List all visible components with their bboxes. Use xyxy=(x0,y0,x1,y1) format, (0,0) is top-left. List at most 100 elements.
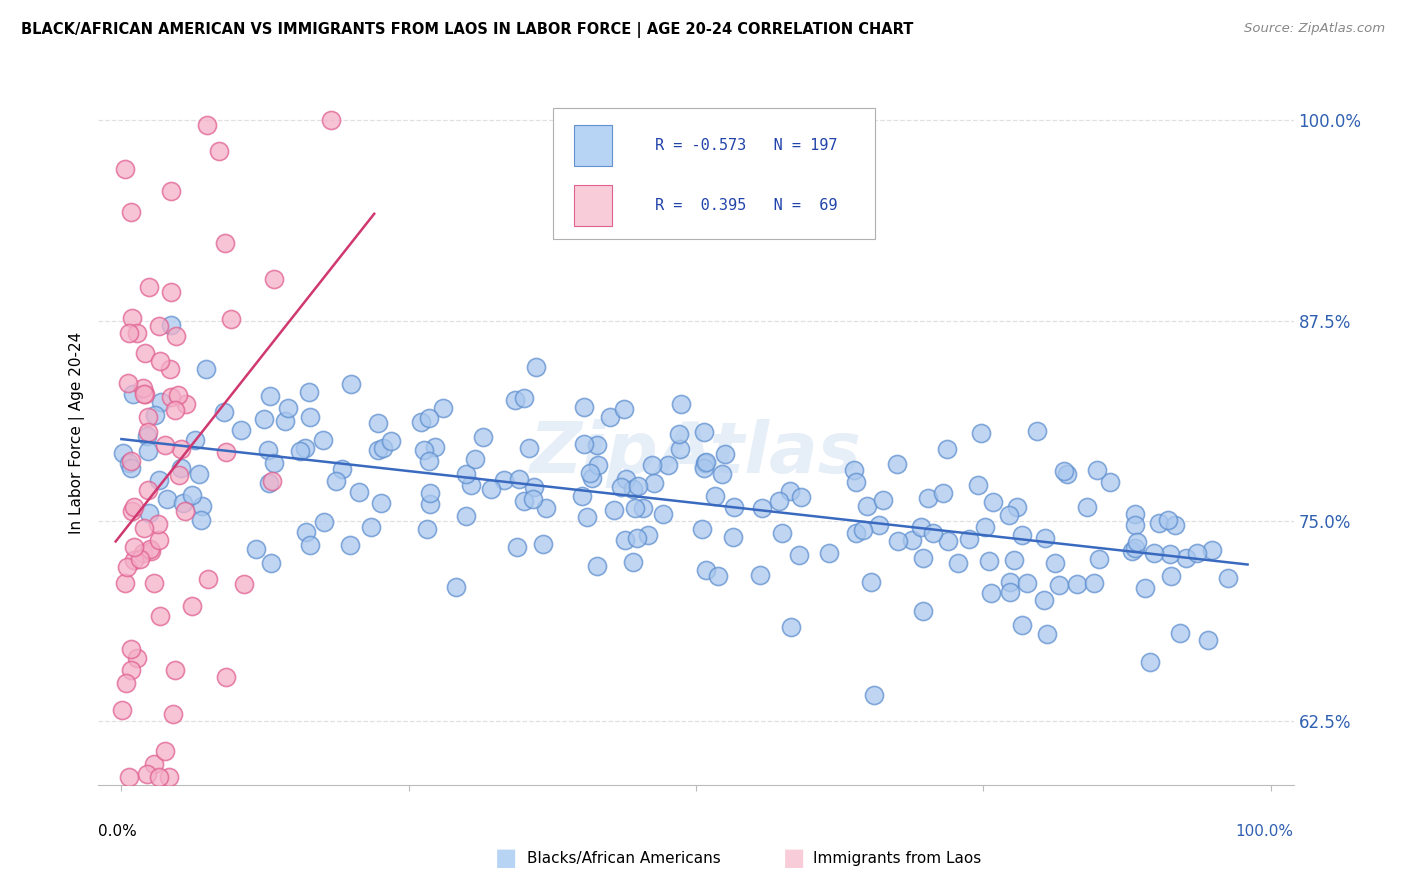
Point xyxy=(136,767,159,781)
Point xyxy=(1139,655,1161,669)
Point xyxy=(1007,500,1029,515)
Point xyxy=(143,576,166,591)
Point xyxy=(172,496,194,510)
Point xyxy=(967,477,990,491)
Point xyxy=(454,509,477,524)
Point xyxy=(174,504,197,518)
Point xyxy=(148,516,170,531)
Point xyxy=(631,501,654,516)
Point xyxy=(887,533,910,548)
Point xyxy=(409,416,432,430)
Point xyxy=(505,541,527,555)
Point xyxy=(998,585,1021,599)
Point xyxy=(977,554,1000,568)
Point xyxy=(1123,517,1146,532)
Point xyxy=(169,468,191,483)
Point xyxy=(571,489,593,503)
Point xyxy=(868,517,890,532)
Point xyxy=(872,492,894,507)
Point xyxy=(446,580,468,594)
Point xyxy=(277,401,299,415)
Point xyxy=(167,388,190,402)
Point xyxy=(214,235,236,250)
Point xyxy=(127,651,149,665)
Point xyxy=(621,482,644,496)
Point xyxy=(120,460,142,475)
Point xyxy=(380,434,402,449)
Point xyxy=(139,541,162,556)
Point xyxy=(159,390,181,404)
Text: Immigrants from Laos: Immigrants from Laos xyxy=(813,851,981,865)
Point xyxy=(1125,535,1147,549)
Point xyxy=(160,318,183,333)
FancyBboxPatch shape xyxy=(574,185,613,227)
Point xyxy=(425,440,447,454)
Point xyxy=(1076,500,1098,514)
Point xyxy=(531,537,554,551)
Point xyxy=(136,425,159,439)
Point xyxy=(298,384,321,399)
Point xyxy=(714,447,737,461)
Text: 100.0%: 100.0% xyxy=(1236,823,1294,838)
Point xyxy=(117,326,139,341)
Point xyxy=(704,489,727,503)
Point xyxy=(1045,556,1067,570)
Point xyxy=(340,376,363,391)
Point xyxy=(360,519,382,533)
Point xyxy=(215,670,238,684)
Point xyxy=(120,454,142,468)
Point xyxy=(419,486,441,500)
Point xyxy=(136,409,159,424)
Point xyxy=(165,664,187,678)
Point xyxy=(149,353,172,368)
Point xyxy=(148,533,170,548)
Point xyxy=(513,391,536,405)
Text: R = -0.573   N = 197: R = -0.573 N = 197 xyxy=(655,138,838,153)
Point xyxy=(148,473,170,487)
Point xyxy=(325,474,347,488)
Point xyxy=(163,403,186,417)
Point xyxy=(1185,546,1208,560)
Point xyxy=(998,575,1021,590)
Point xyxy=(946,556,969,570)
Point xyxy=(212,405,235,419)
Point xyxy=(121,311,143,326)
Point xyxy=(190,513,212,527)
Point xyxy=(1121,544,1143,558)
Point xyxy=(263,272,285,286)
Point xyxy=(245,541,267,556)
Point xyxy=(627,478,650,492)
Point xyxy=(148,770,170,784)
Point xyxy=(115,676,138,690)
Point xyxy=(132,521,155,535)
Point xyxy=(195,362,218,376)
Point xyxy=(253,412,276,426)
Point xyxy=(936,533,959,548)
Point xyxy=(641,458,664,473)
Point xyxy=(652,507,675,521)
Point xyxy=(572,401,595,415)
Point xyxy=(138,506,160,520)
Point xyxy=(845,475,868,490)
Point xyxy=(1170,625,1192,640)
Point xyxy=(779,483,801,498)
Point xyxy=(111,446,134,460)
Point xyxy=(845,526,868,541)
Point xyxy=(122,387,145,401)
Point xyxy=(668,426,690,441)
Point xyxy=(657,458,679,472)
Point xyxy=(162,707,184,722)
Point xyxy=(195,118,218,132)
Point xyxy=(159,184,181,198)
Point xyxy=(150,394,173,409)
Point xyxy=(579,466,602,480)
Point xyxy=(128,552,150,566)
Point xyxy=(460,477,482,491)
Point xyxy=(936,442,959,457)
Point xyxy=(779,620,801,634)
Point xyxy=(586,559,609,574)
Point xyxy=(367,442,389,457)
Point xyxy=(526,360,548,375)
Point xyxy=(695,455,717,469)
Point xyxy=(669,397,692,411)
